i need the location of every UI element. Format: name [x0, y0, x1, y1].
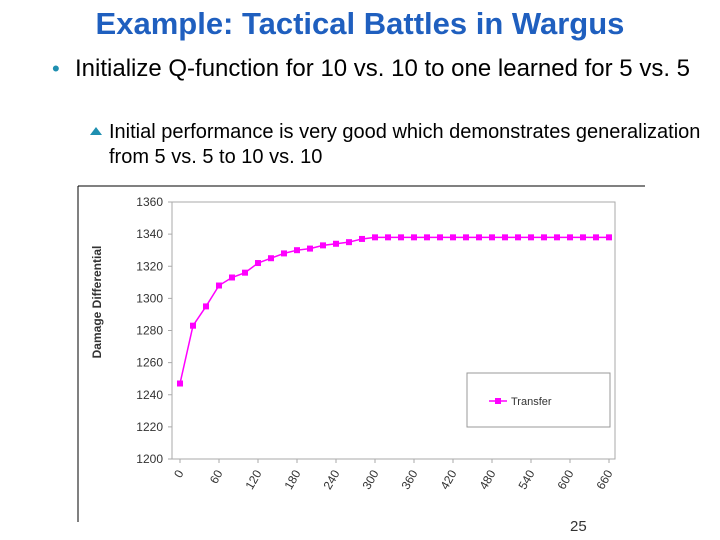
- x-tick-label: 60: [207, 467, 226, 486]
- point: [281, 250, 287, 257]
- x-tick-label: 180: [281, 467, 303, 492]
- point: [333, 240, 339, 247]
- point: [450, 234, 456, 241]
- point: [502, 234, 508, 241]
- legend-label: Transfer: [511, 396, 552, 408]
- point: [190, 322, 196, 329]
- x-tick-label: 0: [171, 467, 187, 480]
- y-axis-label: Damage Differential: [90, 246, 104, 359]
- y-tick-label: 1360: [136, 195, 163, 209]
- point: [515, 234, 521, 241]
- y-tick-label: 1260: [136, 356, 163, 370]
- point: [489, 234, 495, 241]
- point: [528, 234, 534, 241]
- point: [593, 234, 599, 241]
- legend-box: [466, 372, 611, 428]
- y-tick-label: 1200: [136, 452, 163, 466]
- point: [476, 234, 482, 241]
- point: [554, 234, 560, 241]
- point: [372, 234, 378, 241]
- series-line: [179, 236, 609, 384]
- point: [294, 247, 300, 254]
- point: [203, 303, 209, 310]
- point: [320, 242, 326, 249]
- point: [242, 269, 248, 276]
- point: [177, 380, 183, 387]
- point: [541, 234, 547, 241]
- point: [385, 234, 391, 241]
- sub-bullet: Initial performance is very good which d…: [88, 120, 709, 170]
- legend-marker: [495, 398, 501, 404]
- point: [307, 245, 313, 252]
- point: [346, 239, 352, 246]
- point: [424, 234, 430, 241]
- x-tick-label: 240: [320, 467, 342, 492]
- point: [606, 234, 612, 241]
- x-tick-label: 420: [437, 467, 459, 492]
- x-tick-label: 660: [593, 467, 615, 492]
- x-tick-label: 300: [359, 467, 381, 492]
- bullet: • Initialize Q-function for 10 vs. 10 to …: [52, 55, 690, 82]
- point: [229, 274, 235, 281]
- point: [567, 234, 573, 241]
- y-tick-label: 1240: [136, 388, 163, 402]
- point: [437, 234, 443, 241]
- point: [580, 234, 586, 241]
- point: [216, 282, 222, 289]
- point: [411, 234, 417, 241]
- sub-bullet-text: Initial performance is very good which d…: [109, 121, 701, 168]
- y-tick-label: 1320: [136, 259, 163, 273]
- point: [398, 234, 404, 241]
- y-tick-label: 1340: [136, 227, 163, 241]
- point: [268, 255, 274, 262]
- bullet-text: Initialize Q-function for 10 vs. 10 to o…: [75, 55, 690, 82]
- point: [255, 260, 261, 267]
- x-tick-label: 600: [554, 467, 576, 492]
- x-tick-label: 480: [476, 467, 498, 492]
- y-tick-label: 1280: [136, 324, 163, 338]
- y-tick-label: 1220: [136, 420, 163, 434]
- point: [463, 234, 469, 241]
- page-number: 25: [570, 518, 587, 535]
- x-tick-label: 360: [398, 467, 420, 492]
- x-tick-label: 120: [242, 467, 264, 492]
- slide-title: Example: Tactical Battles in Wargus: [95, 6, 625, 41]
- y-tick-label: 1300: [136, 291, 163, 305]
- x-tick-label: 540: [515, 467, 537, 492]
- point: [359, 235, 365, 242]
